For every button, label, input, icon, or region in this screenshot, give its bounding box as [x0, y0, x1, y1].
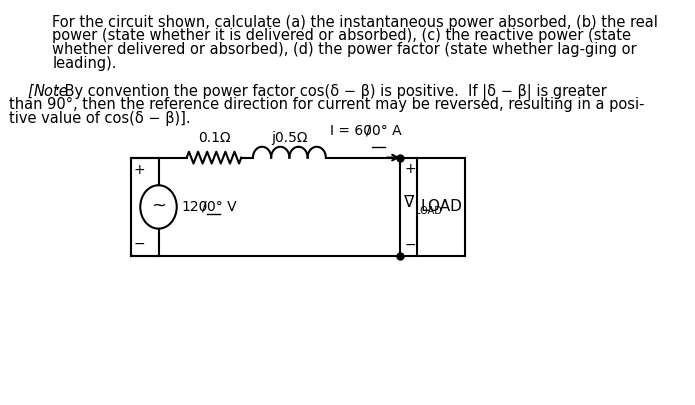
Text: V̅: V̅ — [404, 196, 414, 211]
Text: 0° A: 0° A — [373, 124, 402, 138]
Text: For the circuit shown, calculate (a) the instantaneous power absorbed, (b) the r: For the circuit shown, calculate (a) the… — [53, 15, 658, 30]
Text: +: + — [404, 162, 416, 176]
Text: −: − — [133, 237, 145, 252]
Text: 0.1Ω: 0.1Ω — [197, 131, 230, 145]
Text: j0.5Ω: j0.5Ω — [271, 131, 308, 145]
Text: +: + — [133, 162, 145, 177]
Text: power (state whether it is delivered or absorbed), (c) the reactive power (state: power (state whether it is delivered or … — [53, 28, 632, 43]
Text: LOAD: LOAD — [420, 199, 462, 214]
Text: /: / — [202, 200, 206, 214]
Text: whether delivered or absorbed), (d) the power factor (state whether lag-ging or: whether delivered or absorbed), (d) the … — [53, 42, 637, 57]
Text: I = 60: I = 60 — [330, 124, 372, 138]
Text: than 90°, then the reference direction for current may be reversed, resulting in: than 90°, then the reference direction f… — [10, 98, 645, 113]
Text: : By convention the power factor cos(δ − β) is positive.  If |δ − β| is greater: : By convention the power factor cos(δ −… — [55, 84, 607, 100]
Text: −: − — [404, 238, 416, 252]
Text: LOAD: LOAD — [416, 206, 442, 216]
Text: leading).: leading). — [53, 56, 117, 71]
Text: [: [ — [28, 84, 33, 99]
Text: tive value of cos(δ − β)].: tive value of cos(δ − β)]. — [10, 111, 191, 126]
FancyBboxPatch shape — [417, 158, 465, 256]
Text: 120: 120 — [181, 200, 208, 214]
Text: Note: Note — [33, 84, 68, 99]
Text: /: / — [366, 124, 370, 138]
Text: ~: ~ — [151, 197, 166, 215]
Text: 0° V: 0° V — [207, 200, 237, 214]
